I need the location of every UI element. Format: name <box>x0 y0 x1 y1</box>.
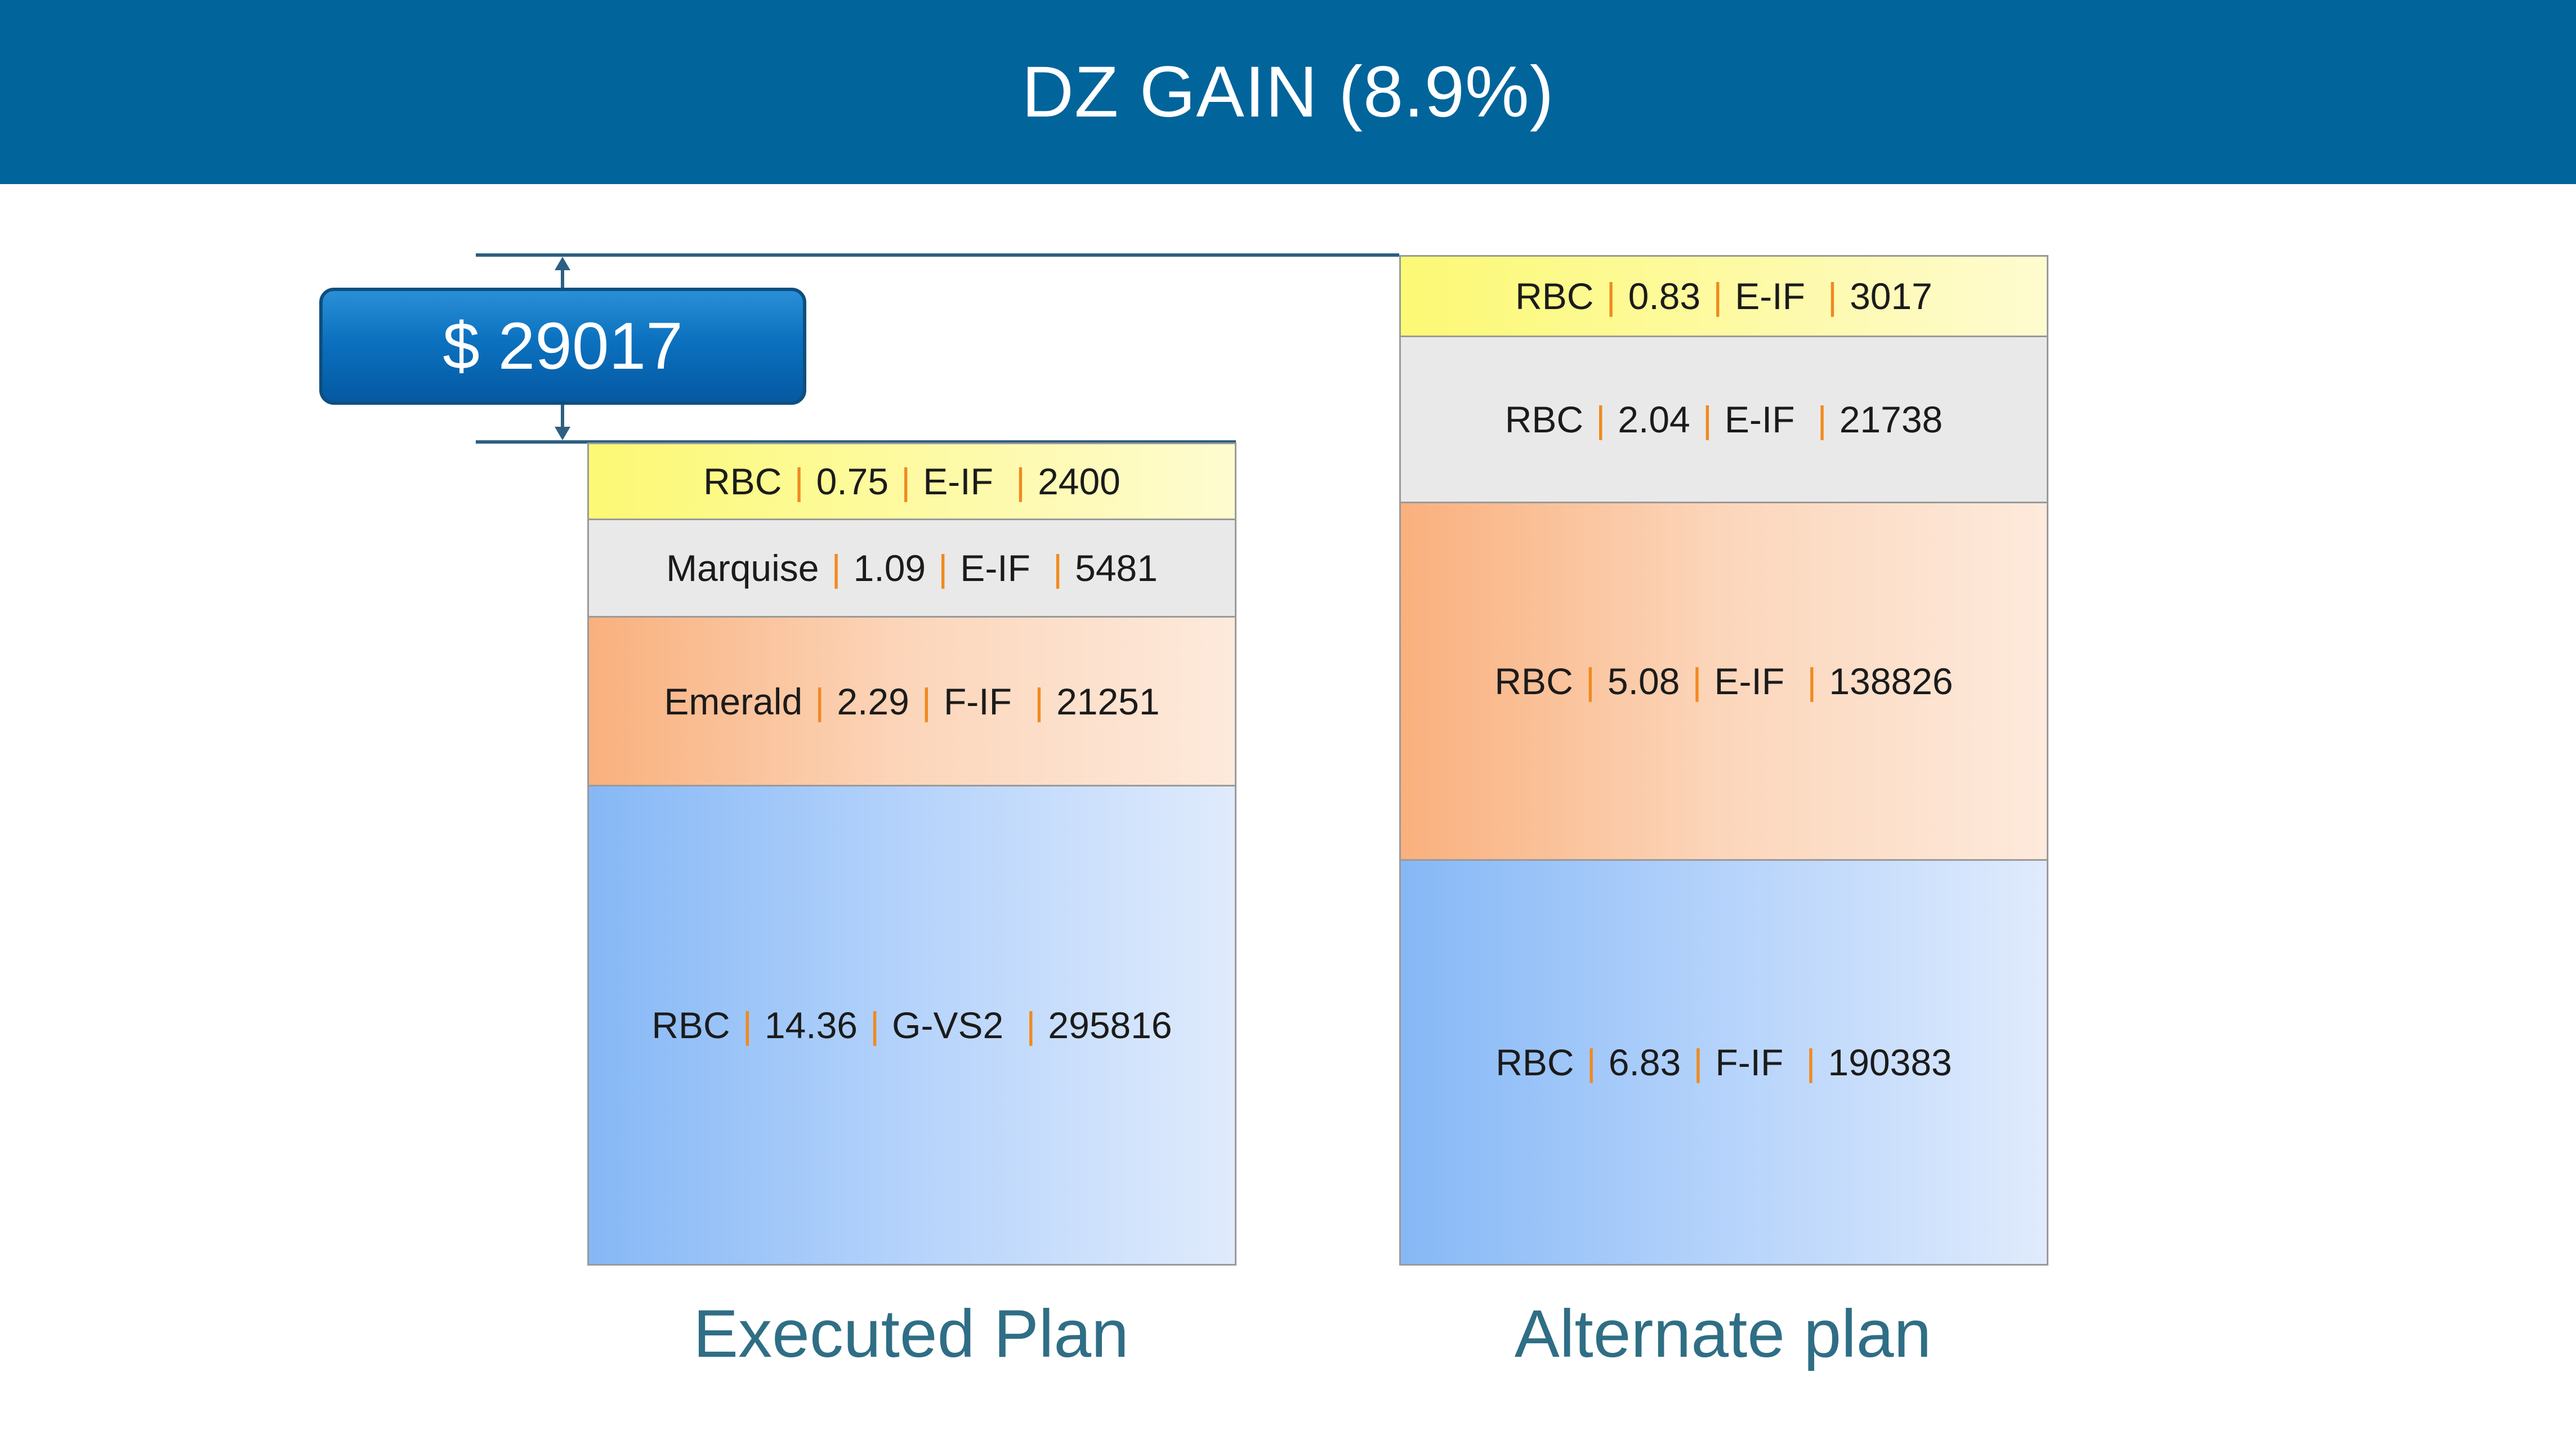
separator-icon: | <box>1585 660 1595 702</box>
segment-name: RBC <box>1494 660 1573 702</box>
segment-name: Marquise <box>666 547 819 589</box>
segment-amount: 21738 <box>1839 399 1943 440</box>
top-reference-line <box>476 253 1399 257</box>
segment-grade: E-IF <box>1735 275 1805 317</box>
alternate-segment: RBC | 5.08 | E-IF | 138826 <box>1401 503 2047 861</box>
alternate-plan-label: Alternate plan <box>1514 1296 1932 1371</box>
segment-grade: E-IF <box>923 461 993 502</box>
separator-icon: | <box>1807 660 1817 702</box>
executed-segment: Emerald | 2.29 | F-IF | 21251 <box>589 618 1235 786</box>
gain-badge: $ 29017 <box>319 288 806 405</box>
executed-segment: RBC | 0.75 | E-IF | 2400 <box>589 444 1235 520</box>
executed-plan-label: Executed Plan <box>693 1296 1129 1371</box>
segment-grade: G-VS2 <box>892 1004 1004 1046</box>
separator-icon: | <box>1806 1042 1816 1083</box>
segment-name: RBC <box>703 461 782 502</box>
separator-icon: | <box>815 680 825 722</box>
alternate-segment: RBC | 6.83 | F-IF | 190383 <box>1401 861 2047 1264</box>
arrow-up-icon <box>555 257 570 270</box>
separator-icon: | <box>1026 1004 1036 1046</box>
segment-name: RBC <box>1495 1042 1574 1083</box>
segment-amount: 190383 <box>1828 1042 1952 1083</box>
separator-icon: | <box>938 547 948 589</box>
separator-icon: | <box>1817 399 1827 440</box>
segment-amount: 5481 <box>1075 547 1158 589</box>
segment-amount: 2400 <box>1038 461 1120 502</box>
separator-icon: | <box>921 680 931 722</box>
segment-value: 0.83 <box>1628 275 1701 317</box>
executed-segment: Marquise | 1.09 | E-IF | 5481 <box>589 520 1235 618</box>
segment-value: 14.36 <box>764 1004 858 1046</box>
separator-icon: | <box>1693 1042 1703 1083</box>
separator-icon: | <box>1606 275 1616 317</box>
segment-name: RBC <box>1504 399 1584 440</box>
header-bar: DZ GAIN (8.9%) <box>0 0 2576 184</box>
executed-segment: RBC | 14.36 | G-VS2 | 295816 <box>589 786 1235 1264</box>
separator-icon: | <box>1713 275 1723 317</box>
segment-value: 6.83 <box>1608 1042 1681 1083</box>
separator-icon: | <box>1586 1042 1596 1083</box>
segment-grade: F-IF <box>943 680 1012 722</box>
bottom-reference-line <box>476 440 1236 444</box>
separator-icon: | <box>742 1004 752 1046</box>
separator-icon: | <box>901 461 911 502</box>
segment-value: 5.08 <box>1607 660 1680 702</box>
segment-grade: E-IF <box>960 547 1030 589</box>
segment-amount: 21251 <box>1056 680 1160 722</box>
segment-name: RBC <box>1515 275 1594 317</box>
separator-icon: | <box>1015 461 1026 502</box>
separator-icon: | <box>1692 660 1702 702</box>
segment-name: Emerald <box>664 680 803 722</box>
separator-icon: | <box>794 461 804 502</box>
arrow-down-icon <box>555 427 570 440</box>
executed-plan-stack: RBC | 0.75 | E-IF | 2400 Marquise | 1.09 | E-IF | 54… <box>587 443 1236 1266</box>
segment-amount: 138826 <box>1829 660 1953 702</box>
separator-icon: | <box>870 1004 880 1046</box>
separator-icon: | <box>1052 547 1063 589</box>
separator-icon: | <box>1827 275 1838 317</box>
segment-value: 2.04 <box>1618 399 1690 440</box>
separator-icon: | <box>831 547 841 589</box>
page-title: DZ GAIN (8.9%) <box>1021 52 1555 132</box>
segment-value: 1.09 <box>853 547 926 589</box>
segment-amount: 3017 <box>1850 275 1932 317</box>
alternate-plan-stack: RBC | 0.83 | E-IF | 3017 RBC | 2.04 | E-IF | 21738 R… <box>1399 255 2048 1266</box>
segment-grade: E-IF <box>1724 399 1795 440</box>
alternate-segment: RBC | 2.04 | E-IF | 21738 <box>1401 337 2047 503</box>
segment-amount: 295816 <box>1048 1004 1172 1046</box>
alternate-segment: RBC | 0.83 | E-IF | 3017 <box>1401 257 2047 337</box>
separator-icon: | <box>1702 399 1712 440</box>
separator-icon: | <box>1596 399 1606 440</box>
segment-grade: E-IF <box>1714 660 1785 702</box>
segment-value: 2.29 <box>837 680 909 722</box>
separator-icon: | <box>1034 680 1044 722</box>
segment-name: RBC <box>651 1004 730 1046</box>
segment-value: 0.75 <box>816 461 889 502</box>
segment-grade: F-IF <box>1715 1042 1784 1083</box>
